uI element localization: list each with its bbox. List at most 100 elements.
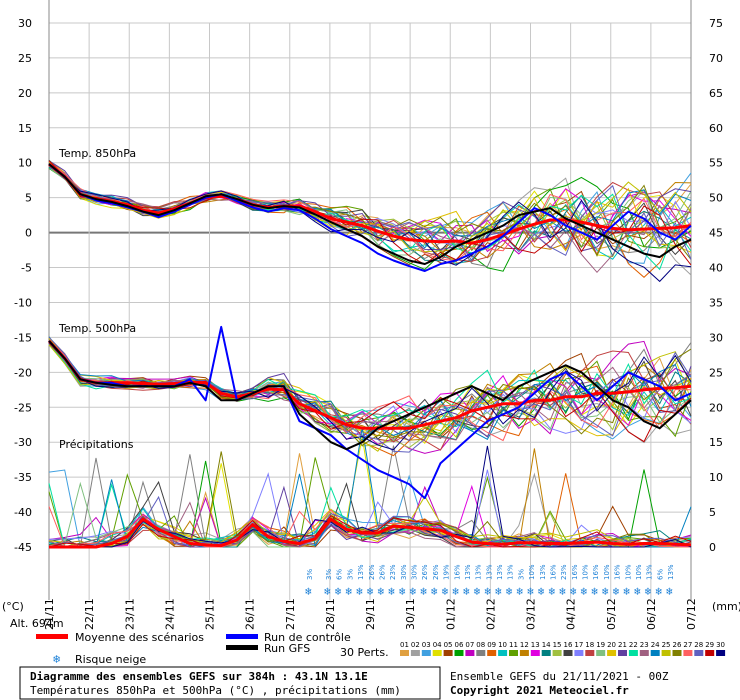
left-tick-label: 20 [18,87,32,100]
perturbation-swatch [443,650,453,656]
snowflake-icon: ❄ [474,585,481,598]
right-tick-label: 25 [709,366,723,379]
snowflake-icon: ❄ [335,585,342,598]
snow-risk-pct: 13% [667,564,675,580]
legend-snow-label: Risque neige [75,653,146,666]
snow-risk-pct: 10% [603,564,611,580]
snow-risk-pct: 16% [549,564,557,580]
perturbation-number: 12 [520,641,529,649]
x-tick-label: 01/12 [444,598,457,630]
snow-risk-pct: 13% [485,564,493,580]
snow-risk-pct: 26% [432,564,440,580]
gfs-t500-line [48,340,692,451]
perturbation-number: 01 [400,641,409,649]
snowflake-icon: ❄ [538,585,545,598]
perturbation-swatch [487,650,497,656]
left-tick-label: -20 [14,366,32,379]
right-tick-label: 40 [709,262,723,275]
x-tick-label: 30/11 [404,598,417,630]
snow-risk-pct: 3% [325,569,333,580]
x-tick-label: 27/11 [284,598,297,630]
snow-risk-pct: 26% [378,564,386,580]
snowflake-icon: ❄ [345,585,352,598]
perturbation-number: 17 [574,641,583,649]
snowflake-icon: ❄ [613,585,620,598]
snow-risk-pct: 16% [614,564,622,580]
snow-risk-pct: 10% [582,564,590,580]
snow-risk-pct: 3% [346,569,354,580]
right-tick-label: 45 [709,227,723,240]
left-tick-label: 0 [25,227,32,240]
left-tick-label: -35 [14,471,32,484]
x-tick-label: 05/12 [605,598,618,630]
perturbation-number: 22 [629,641,638,649]
member-precip-line [48,469,692,548]
legend-control-label: Run de contrôle [264,631,351,644]
right-tick-label: 65 [709,87,723,100]
right-axis-unit: (mm) [712,600,740,613]
perturbation-swatch [432,650,442,656]
x-tick-label: 29/11 [364,598,377,630]
perturbation-number: 19 [596,641,605,649]
left-tick-label: 25 [18,52,32,65]
snowflake-icon: ❄ [420,585,427,598]
right-tick-label: 60 [709,122,723,135]
perturbation-swatch [694,650,704,656]
snow-risk-pct: 16% [453,564,461,580]
snowflake-icon: ❄ [484,585,491,598]
ctrl-t850-line [48,163,692,272]
snowflake-icon: ❄ [495,585,502,598]
snow-risk-pct: 10% [635,564,643,580]
snowflake-icon: ❄ [324,585,331,598]
x-tick-label: 06/12 [645,598,658,630]
member-precip-line [48,515,692,548]
perturbation-number: 06 [455,641,464,649]
x-tick-label: 24/11 [163,598,176,630]
snow-risk-pct: 6% [656,569,664,580]
legend-mean-label: Moyenne des scénarios [75,631,204,644]
x-tick-label: 03/12 [525,598,538,630]
perturbation-swatch [639,650,649,656]
left-tick-label: -5 [21,262,32,275]
mean-t500-line [47,339,692,430]
right-tick-label: 75 [709,17,723,30]
snowflake-icon: ❄ [666,585,673,598]
snowflake-icon: ❄ [463,585,470,598]
right-tick-label: 35 [709,296,723,309]
perturbation-swatch [552,650,562,656]
footer-copyright: Copyright 2021 Meteociel.fr [450,684,629,697]
snow-risk-pct: 13% [357,564,365,580]
snow-risk-pct: 3% [306,569,314,580]
right-tick-label: 70 [709,52,723,65]
snowflake-icon: ❄ [548,585,555,598]
perturbation-number: 24 [651,641,660,649]
perturbation-swatch [574,650,584,656]
member-t850-line [48,163,692,283]
perturbation-number: 23 [640,641,649,649]
perturbation-number: 20 [607,641,616,649]
left-axis-unit: (°C) [2,600,24,613]
snow-risk-pct: 23% [560,564,568,580]
snow-risk-pct: 16% [571,564,579,580]
snowflake-icon: ❄ [570,585,577,598]
member-t500-line [48,340,692,451]
x-axis: 21/11 22/11 23/11 24/11 25/11 26/11 27/11 28/11… [43,598,698,630]
mean-precip-line [49,517,692,549]
perturbation-swatch [628,650,638,656]
snowflake-icon: ❄ [602,585,609,598]
snow-risk-pct: 10% [624,564,632,580]
legend-gfs-label: Run GFS [264,642,310,655]
perturbation-legend: 30 Perts. 01 02 03 04 05 06 07 08 09 10 11 12 13 14 15… [340,641,726,659]
snowflake-icon: ❄ [452,585,459,598]
snowflake-icon: ❄ [645,585,652,598]
snowflake-icon: ❄ [506,585,513,598]
snowflake-icon: ❄ [516,585,523,598]
footer-title-box [19,666,441,700]
perturbation-number: 09 [487,641,496,649]
perturbation-number: 27 [683,641,692,649]
perturbation-number: 13 [531,641,540,649]
snow-risk-pct: 30% [411,564,419,580]
perturbation-number: 04 [433,641,442,649]
x-tick-label: 04/12 [565,598,578,630]
perturbation-swatch [705,650,715,656]
